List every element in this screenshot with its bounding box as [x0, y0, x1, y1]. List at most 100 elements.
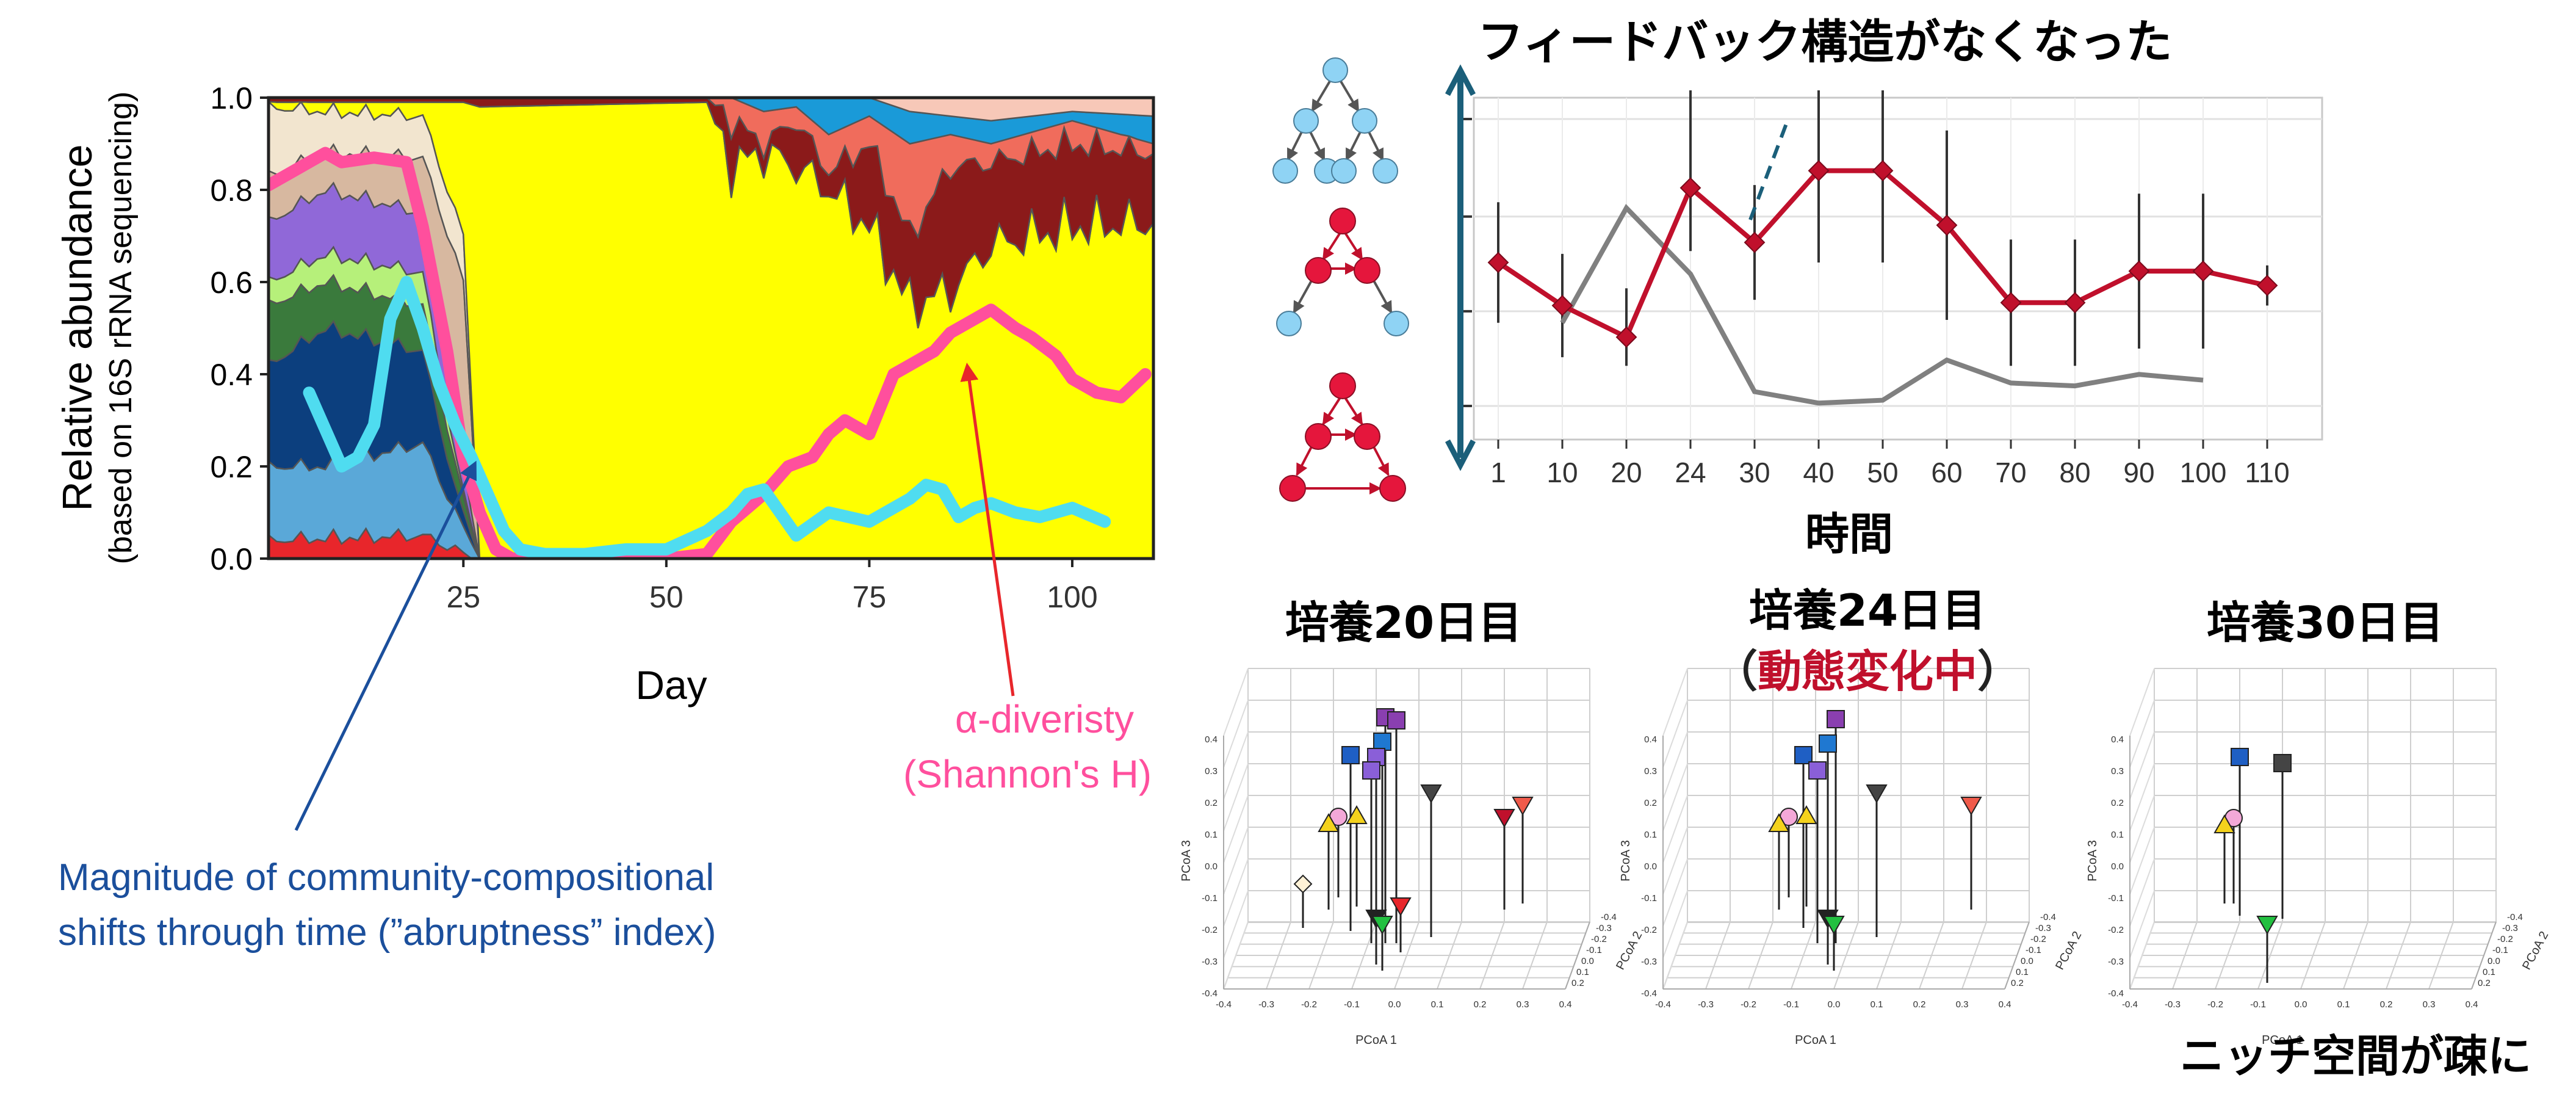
gray-series-line — [1560, 204, 2204, 406]
pcoa-x-tick-label: -0.1 — [1783, 999, 1799, 1010]
pcoa-z-tick-label: -0.3 — [2502, 923, 2518, 933]
pcoa-y-axis-label: PCoA 3 — [2086, 840, 2099, 882]
red-series-marker — [1551, 295, 1573, 316]
abundance-lines — [269, 147, 1152, 559]
abundance-x-label: Day — [635, 662, 707, 708]
pcoa-panels: 0.40.30.20.10.0-0.1-0.2-0.3-0.4-0.4 -0.3-… — [1180, 668, 2551, 1047]
abundance-x-tick-label: 50 — [649, 580, 684, 614]
timeseries-x-tick-label: 30 — [1739, 457, 1770, 488]
pcoa-floor-line — [1479, 921, 1505, 990]
pcoa-floor-line — [2257, 921, 2283, 990]
pcoa-x-tick-label: -0.3 — [1698, 999, 1714, 1010]
timeseries-x-tick-label: 10 — [1546, 457, 1578, 488]
pcoa-point-triangle-up — [1318, 813, 1340, 832]
pcoa-z-tick-label: -0.2 — [1591, 934, 1607, 944]
pcoa-3d-plot: 0.40.30.20.10.0-0.1-0.2-0.3-0.4-0.4 -0.3-… — [1180, 668, 1645, 1047]
pcoa-x-tick-label: 0.3 — [2423, 999, 2436, 1010]
timeseries-x-tick-label: 60 — [1931, 457, 1962, 488]
pcoa-floor-line — [2428, 921, 2454, 990]
arrow-head-up — [1445, 64, 1476, 96]
pcoa-wall-line — [1662, 731, 1688, 800]
red-series-marker — [1936, 214, 1958, 236]
area-layer — [269, 98, 1153, 145]
abruptness-line — [303, 276, 1111, 559]
arrow-head-down — [1445, 439, 1476, 471]
pcoa-point-triangle-up — [1768, 813, 1790, 832]
pcoa-point-triangle-up — [1346, 805, 1368, 824]
pcoa-point-triangle-down — [1823, 916, 1845, 935]
pcoa-floor-line — [1522, 921, 1548, 990]
diversity-arrow — [960, 363, 1015, 697]
pcoa-y-tick-label: -0.1 — [2108, 893, 2124, 904]
pcoa-floor-line — [2386, 921, 2411, 990]
pcoa-z-tick-label: -0.4 — [2507, 912, 2523, 922]
pcoa-y-tick-label: -0.3 — [1641, 957, 1657, 967]
pcoa-z-tick-label: 0.2 — [2011, 978, 2024, 988]
pcoa-floor-line — [1833, 921, 1859, 990]
pcoa-point-triangle-down — [1960, 797, 1982, 816]
pcoa-z-tick-label: 0.0 — [1581, 956, 1594, 966]
pcoa-wall-line — [1662, 858, 1688, 927]
pcoa-floor-line — [1919, 921, 1944, 990]
pcoa-x-tick-label: 0.2 — [1913, 999, 1926, 1010]
alpha-diversity-line — [269, 147, 1152, 559]
pcoa-axis-line — [2004, 921, 2030, 990]
pcoa-y-tick-label: -0.4 — [2108, 988, 2124, 999]
pcoa-floor-line — [1705, 921, 1731, 990]
pcoa-z-tick-label: -0.1 — [1586, 945, 1602, 955]
pcoa-wall-line — [1662, 763, 1688, 831]
abundance-y-tick-label: 0.8 — [210, 173, 253, 208]
abruptness-annotation-line1: Magnitude of community-compositional — [58, 856, 714, 899]
pcoa-wall-line — [1662, 922, 1688, 990]
timeseries-x-ticks: 1 10 20 24 30 40 50 60 70 80 90 100 110 — [1490, 440, 2290, 488]
pcoa-x-tick-label: 0.1 — [1431, 999, 1444, 1010]
pcoa-x-tick-label: 0.3 — [1956, 999, 1969, 1010]
pcoa-y-tick-label: -0.4 — [1202, 988, 1218, 999]
network-motif-icons — [1272, 57, 1409, 502]
pcoa-wall-line — [2129, 763, 2155, 831]
pcoa-x-tick-label: 0.4 — [2466, 999, 2478, 1010]
pcoa-point-square — [2231, 748, 2249, 766]
pcoa-wall-line — [1223, 890, 1249, 958]
annotation-cut-mask — [1156, 672, 1230, 812]
pcoa-x-tick-label: 0.2 — [2380, 999, 2393, 1010]
red-series-marker — [1487, 252, 1509, 273]
abruptness-arrow — [294, 460, 477, 831]
pcoa-point-square — [1341, 746, 1360, 764]
pcoa-wall-line — [2129, 668, 2155, 736]
pcoa-z-tick-label: 0.2 — [1571, 978, 1584, 988]
pcoa-point-triangle-down — [1493, 809, 1515, 828]
pcoa-day20-title: 培養20日目 — [1285, 597, 1522, 648]
pcoa-y-tick-label: 0.1 — [2111, 830, 2124, 840]
pcoa-y-tick-label: -0.3 — [2108, 957, 2124, 967]
timeseries-series — [1487, 160, 2278, 406]
timeseries-x-tick-label: 90 — [2123, 457, 2154, 488]
pcoa-y-tick-label: -0.4 — [1641, 988, 1657, 999]
pcoa-x-tick-label: -0.2 — [2207, 999, 2223, 1010]
abundance-y-label: Relative abundance — [54, 144, 101, 511]
pcoa-wall-line — [2129, 795, 2155, 863]
pcoa-point-triangle-down — [1420, 784, 1442, 804]
pcoa-floor-line — [2343, 921, 2369, 990]
abundance-chart: 0.0 0.2 0.4 0.6 0.8 1.0 25 50 75 100 Relative ab… — [54, 81, 1230, 954]
pcoa-floor-line — [2215, 921, 2240, 990]
pcoa-day30-title: 培養30日目 — [2207, 597, 2444, 648]
pcoa-z-axis-label: PCoA 2 — [1614, 929, 1645, 972]
pcoa-x-axis-label: PCoA 1 — [2262, 1034, 2303, 1047]
pcoa-y-tick-label: 0.2 — [1205, 798, 1218, 808]
feedback-timeseries-chart: 1 10 20 24 30 40 50 60 70 80 90 100 110 フィードバック構造がなく… — [1445, 15, 2323, 560]
pcoa-x-tick-label: 0.0 — [1828, 999, 1841, 1010]
pcoa-floor-line — [1748, 921, 1773, 990]
pcoa-x-tick-label: 0.1 — [1871, 999, 1883, 1010]
pcoa-floor-line — [1308, 921, 1334, 990]
pcoa-floor-line — [2172, 921, 2198, 990]
pcoa-point-square — [1808, 761, 1827, 780]
pcoa-day24-subtitle: （動態変化中） — [1714, 646, 2021, 697]
area-layer — [269, 527, 1153, 559]
pcoa-point-square — [1819, 734, 1837, 753]
pcoa-y-tick-label: 0.0 — [2111, 861, 2124, 872]
pcoa-x-tick-label: -0.3 — [1258, 999, 1274, 1010]
tree-network-icon — [1272, 57, 1398, 184]
pcoa-point-square — [1794, 746, 1813, 764]
pcoa-point-triangle-down — [2256, 916, 2278, 935]
